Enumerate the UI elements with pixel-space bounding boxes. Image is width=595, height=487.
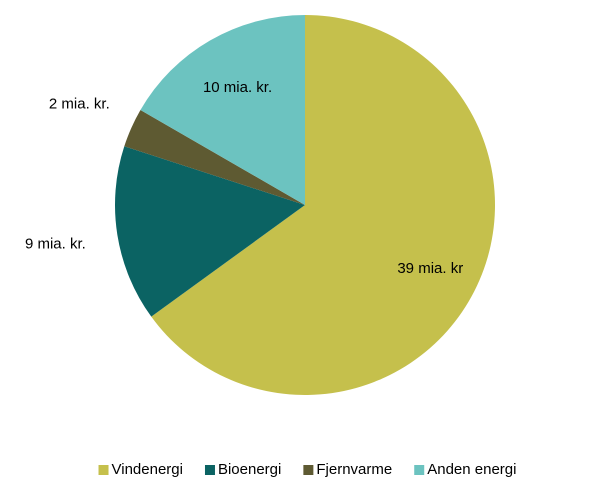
legend-label: Anden energi (427, 461, 516, 478)
data-label: 10 mia. kr. (203, 79, 272, 96)
data-label: 9 mia. kr. (25, 235, 86, 252)
pie-slice (124, 110, 306, 205)
data-label: 2 mia. kr. (49, 96, 110, 113)
legend-marker (414, 465, 425, 475)
legend-label: Bioenergi (218, 461, 281, 478)
legend-label: Fjernvarme (316, 461, 392, 478)
pie-slice (140, 14, 305, 205)
data-label: 39 mia. kr (397, 260, 463, 277)
pie-slice (115, 146, 306, 317)
legend-label: Vindenergi (112, 461, 183, 478)
legend-marker (98, 465, 109, 475)
pie-slice (151, 15, 495, 396)
legend-marker (303, 465, 314, 475)
legend-marker (204, 465, 215, 475)
